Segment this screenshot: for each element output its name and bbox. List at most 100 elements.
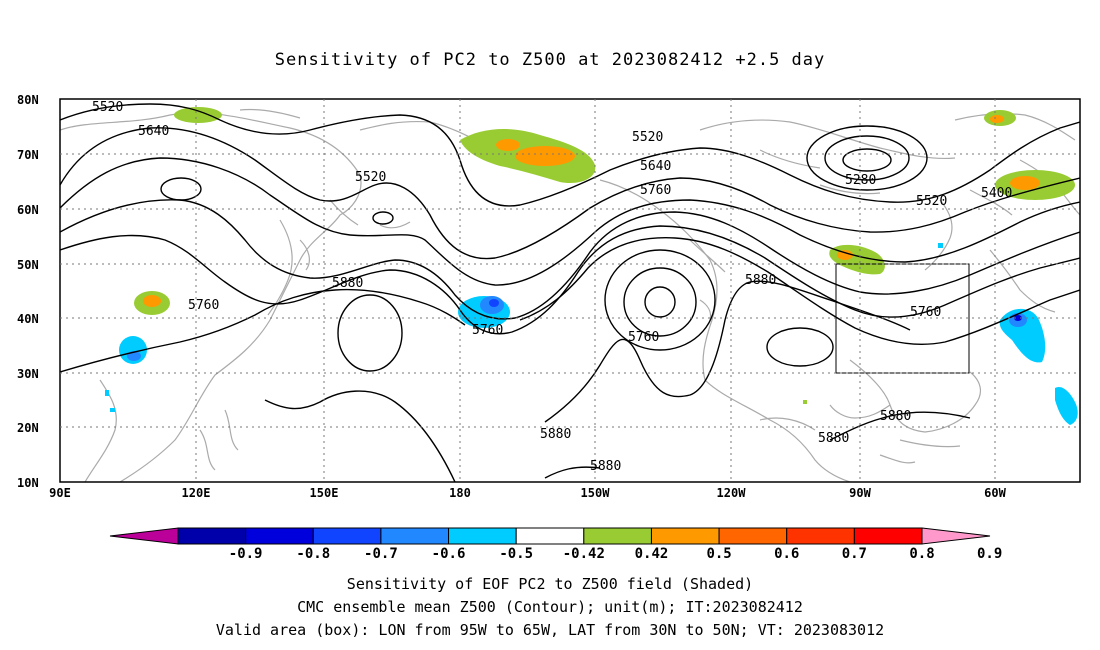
contour-line [623,267,697,337]
contour-label: 5760 [628,330,659,345]
contour-line [829,411,971,441]
contour-line [806,125,928,191]
lon-label: 120W [717,486,747,500]
contour-label: 5880 [540,427,571,442]
contour-line [644,286,676,318]
colorbar-label: 0.42 [635,546,669,562]
lon-label: 120E [182,486,211,500]
contour-label: 5880 [590,459,621,474]
contour-label: 5880 [880,409,911,424]
caption-valid-area: Valid area (box): LON from 95W to 65W, L… [215,621,885,639]
colorbar-label: -0.9 [229,546,263,562]
contour-line [766,327,834,367]
contour-label: 5520 [355,170,386,185]
colorbar-label: 0.8 [909,546,934,562]
lon-label: 90W [849,486,871,500]
colorbar-label: 0.7 [842,546,867,562]
sensitivity-shading [105,107,1078,425]
shade-negative-speck [110,408,115,412]
colorbar-box [448,527,517,545]
contour-line [60,288,466,373]
contour-line [544,466,601,479]
lat-label: 80N [17,93,39,107]
lat-label: 20N [17,421,39,435]
contour-label: 5520 [916,194,947,209]
contour-line [264,390,456,482]
lat-label: 50N [17,258,39,272]
lat-label: 40N [17,312,39,326]
contour-line [604,249,716,351]
colorbar-label: 0.9 [977,546,1002,562]
contour-line [60,157,1080,286]
shade-orange-patch [837,250,853,260]
caption-contour: CMC ensemble mean Z500 (Contour); unit(m… [297,598,803,616]
colorbar-label: -0.42 [563,546,605,562]
lon-label: 60W [984,486,1006,500]
shade-orange-patch [1010,176,1040,190]
contour-line [60,225,1080,335]
contour-label: 5400 [981,186,1012,201]
contour-line [160,177,202,201]
colorbar-label: 0.5 [706,546,731,562]
colorbar-label: -0.5 [499,546,533,562]
colorbar: -0.9 -0.8 -0.7 -0.6 -0.5 -0.42 0.42 0.5 0.6 0.7 0.… [109,527,1002,562]
contour-label: 5880 [818,431,849,446]
shade-negative-patch [489,299,499,307]
lat-label: 70N [17,148,39,162]
lat-label: 30N [17,367,39,381]
colorbar-over-triangle [921,527,991,545]
lon-label: 90E [49,486,71,500]
contour-line [842,148,892,172]
colorbar-under-triangle [109,527,179,545]
colorbar-box [515,527,585,545]
colorbar-box [312,527,382,545]
contour-label: 5760 [472,323,503,338]
chart-title: Sensitivity of PC2 to Z500 at 2023082412… [274,50,826,70]
lon-label: 180 [449,486,471,500]
shade-positive-patch [174,107,222,123]
contour-line [337,294,403,372]
contour-label: 5640 [640,159,671,174]
contour-line [60,199,1080,320]
shade-negative-patch [1014,315,1022,321]
caption-shaded: Sensitivity of EOF PC2 to Z500 field (Sh… [346,575,754,593]
gridlines [60,99,1080,482]
shade-orange-patch [515,146,575,166]
contour-line [372,211,394,225]
colorbar-box [245,527,314,545]
lon-label: 150E [310,486,339,500]
contour-line [60,127,1080,260]
lon-label: 150W [581,486,611,500]
contour-label: 5880 [745,273,776,288]
lat-label: 60N [17,203,39,217]
colorbar-label: -0.8 [296,546,330,562]
contour-line [544,280,911,423]
colorbar-box [177,527,247,545]
longitude-labels: 90E 120E 150E 180 150W 120W 90W 60W [49,486,1006,500]
contour-label: 5520 [92,100,123,115]
contour-line [60,103,1080,207]
colorbar-box [786,527,855,545]
shade-negative-speck [105,390,109,396]
contour-line [824,135,910,181]
contour-label: 5760 [640,183,671,198]
shade-orange-patch [496,139,520,151]
latitude-labels: 80N 70N 60N 50N 40N 30N 20N 10N [17,93,39,490]
contour-label: 5880 [332,276,363,291]
shade-negative-speck [938,243,943,248]
contour-label: 5520 [632,130,663,145]
shade-orange-patch [143,295,161,307]
contour-label: 5280 [845,173,876,188]
z500-contours [60,103,1080,482]
shade-orange-patch [990,115,1004,123]
contour-labels: 5520 5640 5520 5520 5640 5760 5280 5400 … [92,100,1012,474]
shade-negative-patch [1055,386,1078,425]
shade-positive-speck [803,400,807,404]
colorbar-box [380,527,450,545]
contour-label: 5640 [138,124,169,139]
colorbar-label: -0.7 [364,546,398,562]
colorbar-box [583,527,652,545]
colorbar-label: -0.6 [432,546,466,562]
colorbar-label: 0.6 [774,546,799,562]
